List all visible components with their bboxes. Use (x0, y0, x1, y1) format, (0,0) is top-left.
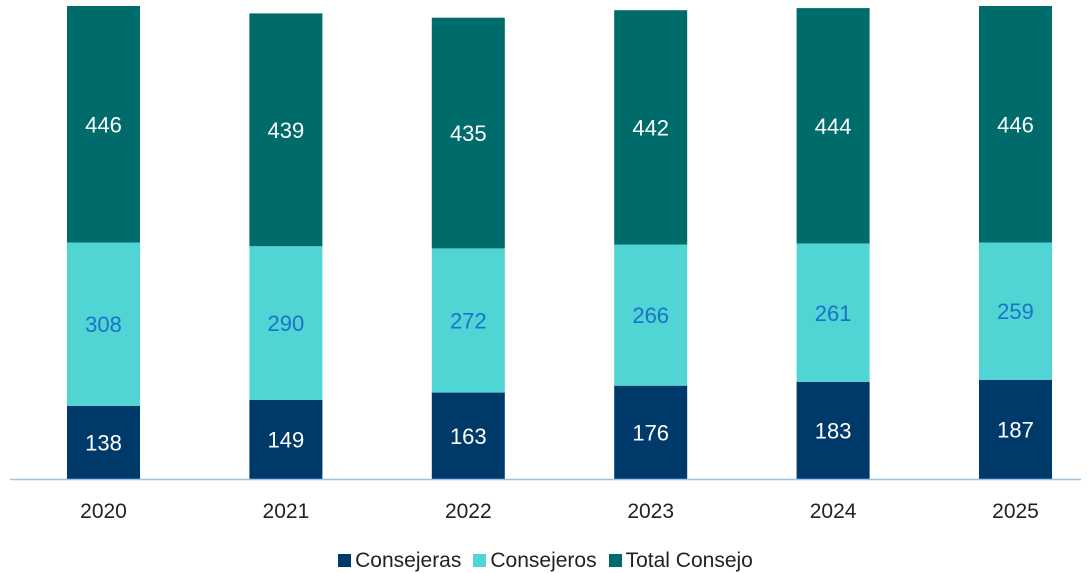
x-tick-label-2024: 2024 (810, 500, 857, 523)
data-label-consejeras-2023: 176 (632, 420, 669, 445)
bar-segment-consejeras-2021 (249, 400, 323, 479)
data-label-consejeros-2022: 272 (450, 308, 487, 333)
bar-segment-consejeros-2023 (614, 244, 688, 386)
x-tick-label-2021: 2021 (263, 500, 310, 523)
legend-item-total-consejo: Total Consejo (608, 548, 753, 573)
x-tick-label-2020: 2020 (80, 500, 127, 523)
data-label-total-consejo-2025: 446 (997, 112, 1034, 137)
chart-legend: Consejeras Consejeros Total Consejo (0, 548, 1091, 573)
x-tick-label-2022: 2022 (445, 500, 492, 523)
legend-swatch-consejeros (473, 554, 487, 567)
bar-segment-total-consejo-2025 (979, 6, 1052, 243)
data-label-total-consejo-2023: 442 (632, 115, 669, 140)
legend-item-consejeras: Consejeras (338, 549, 461, 573)
data-label-total-consejo-2024: 444 (815, 114, 852, 139)
data-label-consejeras-2025: 187 (997, 417, 1034, 442)
legend-swatch-consejeras (338, 554, 352, 567)
data-label-consejeras-2024: 183 (815, 419, 852, 444)
bar-segment-consejeros-2024 (796, 243, 870, 382)
data-label-total-consejo-2022: 435 (450, 121, 487, 146)
data-label-consejeros-2021: 290 (268, 311, 305, 336)
data-label-consejeros-2020: 308 (85, 312, 122, 337)
x-tick-label-2023: 2023 (627, 500, 674, 523)
bar-segment-consejeros-2020 (67, 242, 140, 406)
bar-segment-total-consejo-2023 (614, 10, 688, 245)
bar-segment-consejeros-2021 (249, 246, 323, 400)
data-label-consejeras-2020: 138 (85, 430, 122, 455)
legend-label-total-consejo: Total Consejo (625, 548, 753, 572)
bar-segment-consejeros-2025 (979, 242, 1052, 380)
bar-segment-total-consejo-2024 (796, 8, 870, 244)
data-label-consejeros-2025: 259 (997, 299, 1034, 324)
stacked-bar-chart: 138 308 446 2020 149 290 439 2021 163 272 435 2022 1… (10, 6, 1081, 523)
data-label-total-consejo-2020: 446 (85, 112, 122, 137)
bar-segment-consejeras-2022 (431, 392, 505, 479)
data-label-consejeros-2024: 261 (815, 301, 852, 326)
bar-segment-total-consejo-2020 (67, 6, 140, 243)
legend-label-consejeros: Consejeros (490, 548, 597, 572)
legend-swatch-total-consejo (608, 554, 622, 567)
data-label-consejeras-2022: 163 (450, 424, 487, 449)
legend-label-consejeras: Consejeras (355, 548, 462, 572)
data-label-total-consejo-2021: 439 (268, 118, 305, 143)
bar-segment-consejeros-2022 (431, 248, 505, 393)
bar-segment-consejeras-2020 (67, 405, 140, 479)
data-label-consejeros-2023: 266 (632, 303, 669, 328)
x-tick-label-2025: 2025 (992, 500, 1039, 523)
bar-segment-total-consejo-2022 (431, 17, 505, 249)
bar-segment-consejeras-2024 (796, 382, 870, 479)
bar-segment-total-consejo-2021 (249, 13, 323, 247)
data-label-consejeras-2021: 149 (268, 428, 305, 453)
bar-segment-consejeras-2025 (979, 379, 1052, 479)
bar-segment-consejeras-2023 (614, 385, 688, 479)
legend-item-consejeros: Consejeros (473, 548, 597, 573)
